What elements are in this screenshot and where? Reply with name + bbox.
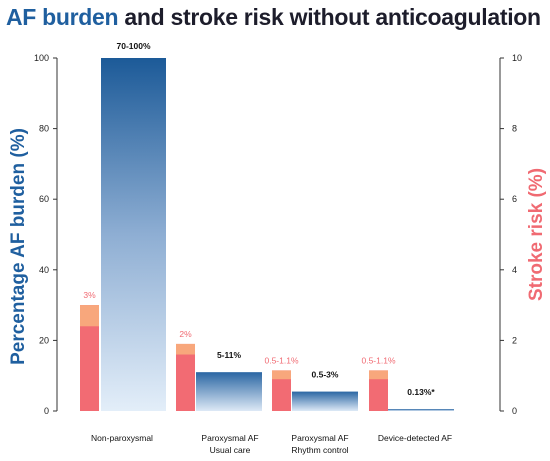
category-label: Device-detected AF (378, 433, 452, 443)
axes-group: 0 20 40 60 80 100 0 2 4 6 8 10 Percentage AF burden … (8, 53, 547, 416)
stroke-risk-label: 3% (83, 290, 96, 300)
right-tick-label: 6 (512, 194, 517, 204)
left-tick-label: 20 (39, 335, 49, 345)
stroke-risk-bar (80, 305, 99, 411)
category-label: Paroxysmal AF (291, 433, 348, 443)
stroke-risk-bar-cap (176, 343, 195, 355)
stroke-risk-bar (272, 370, 291, 411)
right-tick-label: 8 (512, 124, 517, 134)
category-label: Rhythm control (291, 445, 348, 455)
stroke-risk-label: 0.5-1.1% (361, 355, 395, 365)
category-label: Usual care (210, 445, 251, 455)
stroke-risk-bar-cap (80, 305, 99, 327)
category-label: Paroxysmal AF (201, 433, 258, 443)
af-burden-bar (196, 372, 262, 411)
left-tick-label: 100 (34, 53, 49, 63)
stroke-risk-label: 0.5-1.1% (264, 355, 298, 365)
af-burden-label: 70-100% (116, 41, 150, 51)
af-burden-label: 0.13%* (407, 387, 435, 397)
chart-title-highlight: AF burden (6, 4, 119, 30)
left-tick-label: 40 (39, 265, 49, 275)
left-tick-label: 80 (39, 124, 49, 134)
af-burden-bar (292, 391, 358, 411)
chart-title-rest: and stroke risk without anticoagulation (118, 4, 541, 30)
af-burden-label: 5-11% (217, 350, 242, 360)
right-tick-label: 4 (512, 265, 517, 275)
stroke-risk-bar (176, 343, 195, 411)
right-tick-label: 2 (512, 335, 517, 345)
stroke-risk-bar (369, 370, 388, 411)
stroke-risk-label: 2% (179, 329, 192, 339)
bars-group (80, 58, 454, 411)
chart-title: AF burden and stroke risk without antico… (6, 4, 541, 31)
af-burden-bar (388, 409, 454, 411)
right-axis-title: Stroke risk (%) (526, 168, 547, 301)
right-tick-label: 10 (512, 53, 522, 63)
af-burden-label: 0.5-3% (312, 370, 339, 380)
left-tick-label: 60 (39, 194, 49, 204)
stroke-risk-bar-cap (272, 370, 291, 380)
labels-group: 3% 70-100% Non-paroxysmal 2% 5-11% Paroxysmal… (83, 41, 452, 455)
left-tick-label: 0 (44, 406, 49, 416)
right-tick-label: 0 (512, 406, 517, 416)
af-burden-bar (101, 58, 166, 411)
left-axis-title: Percentage AF burden (%) (8, 128, 29, 365)
stroke-risk-bar-cap (369, 370, 388, 380)
category-label: Non-paroxysmal (91, 433, 153, 443)
